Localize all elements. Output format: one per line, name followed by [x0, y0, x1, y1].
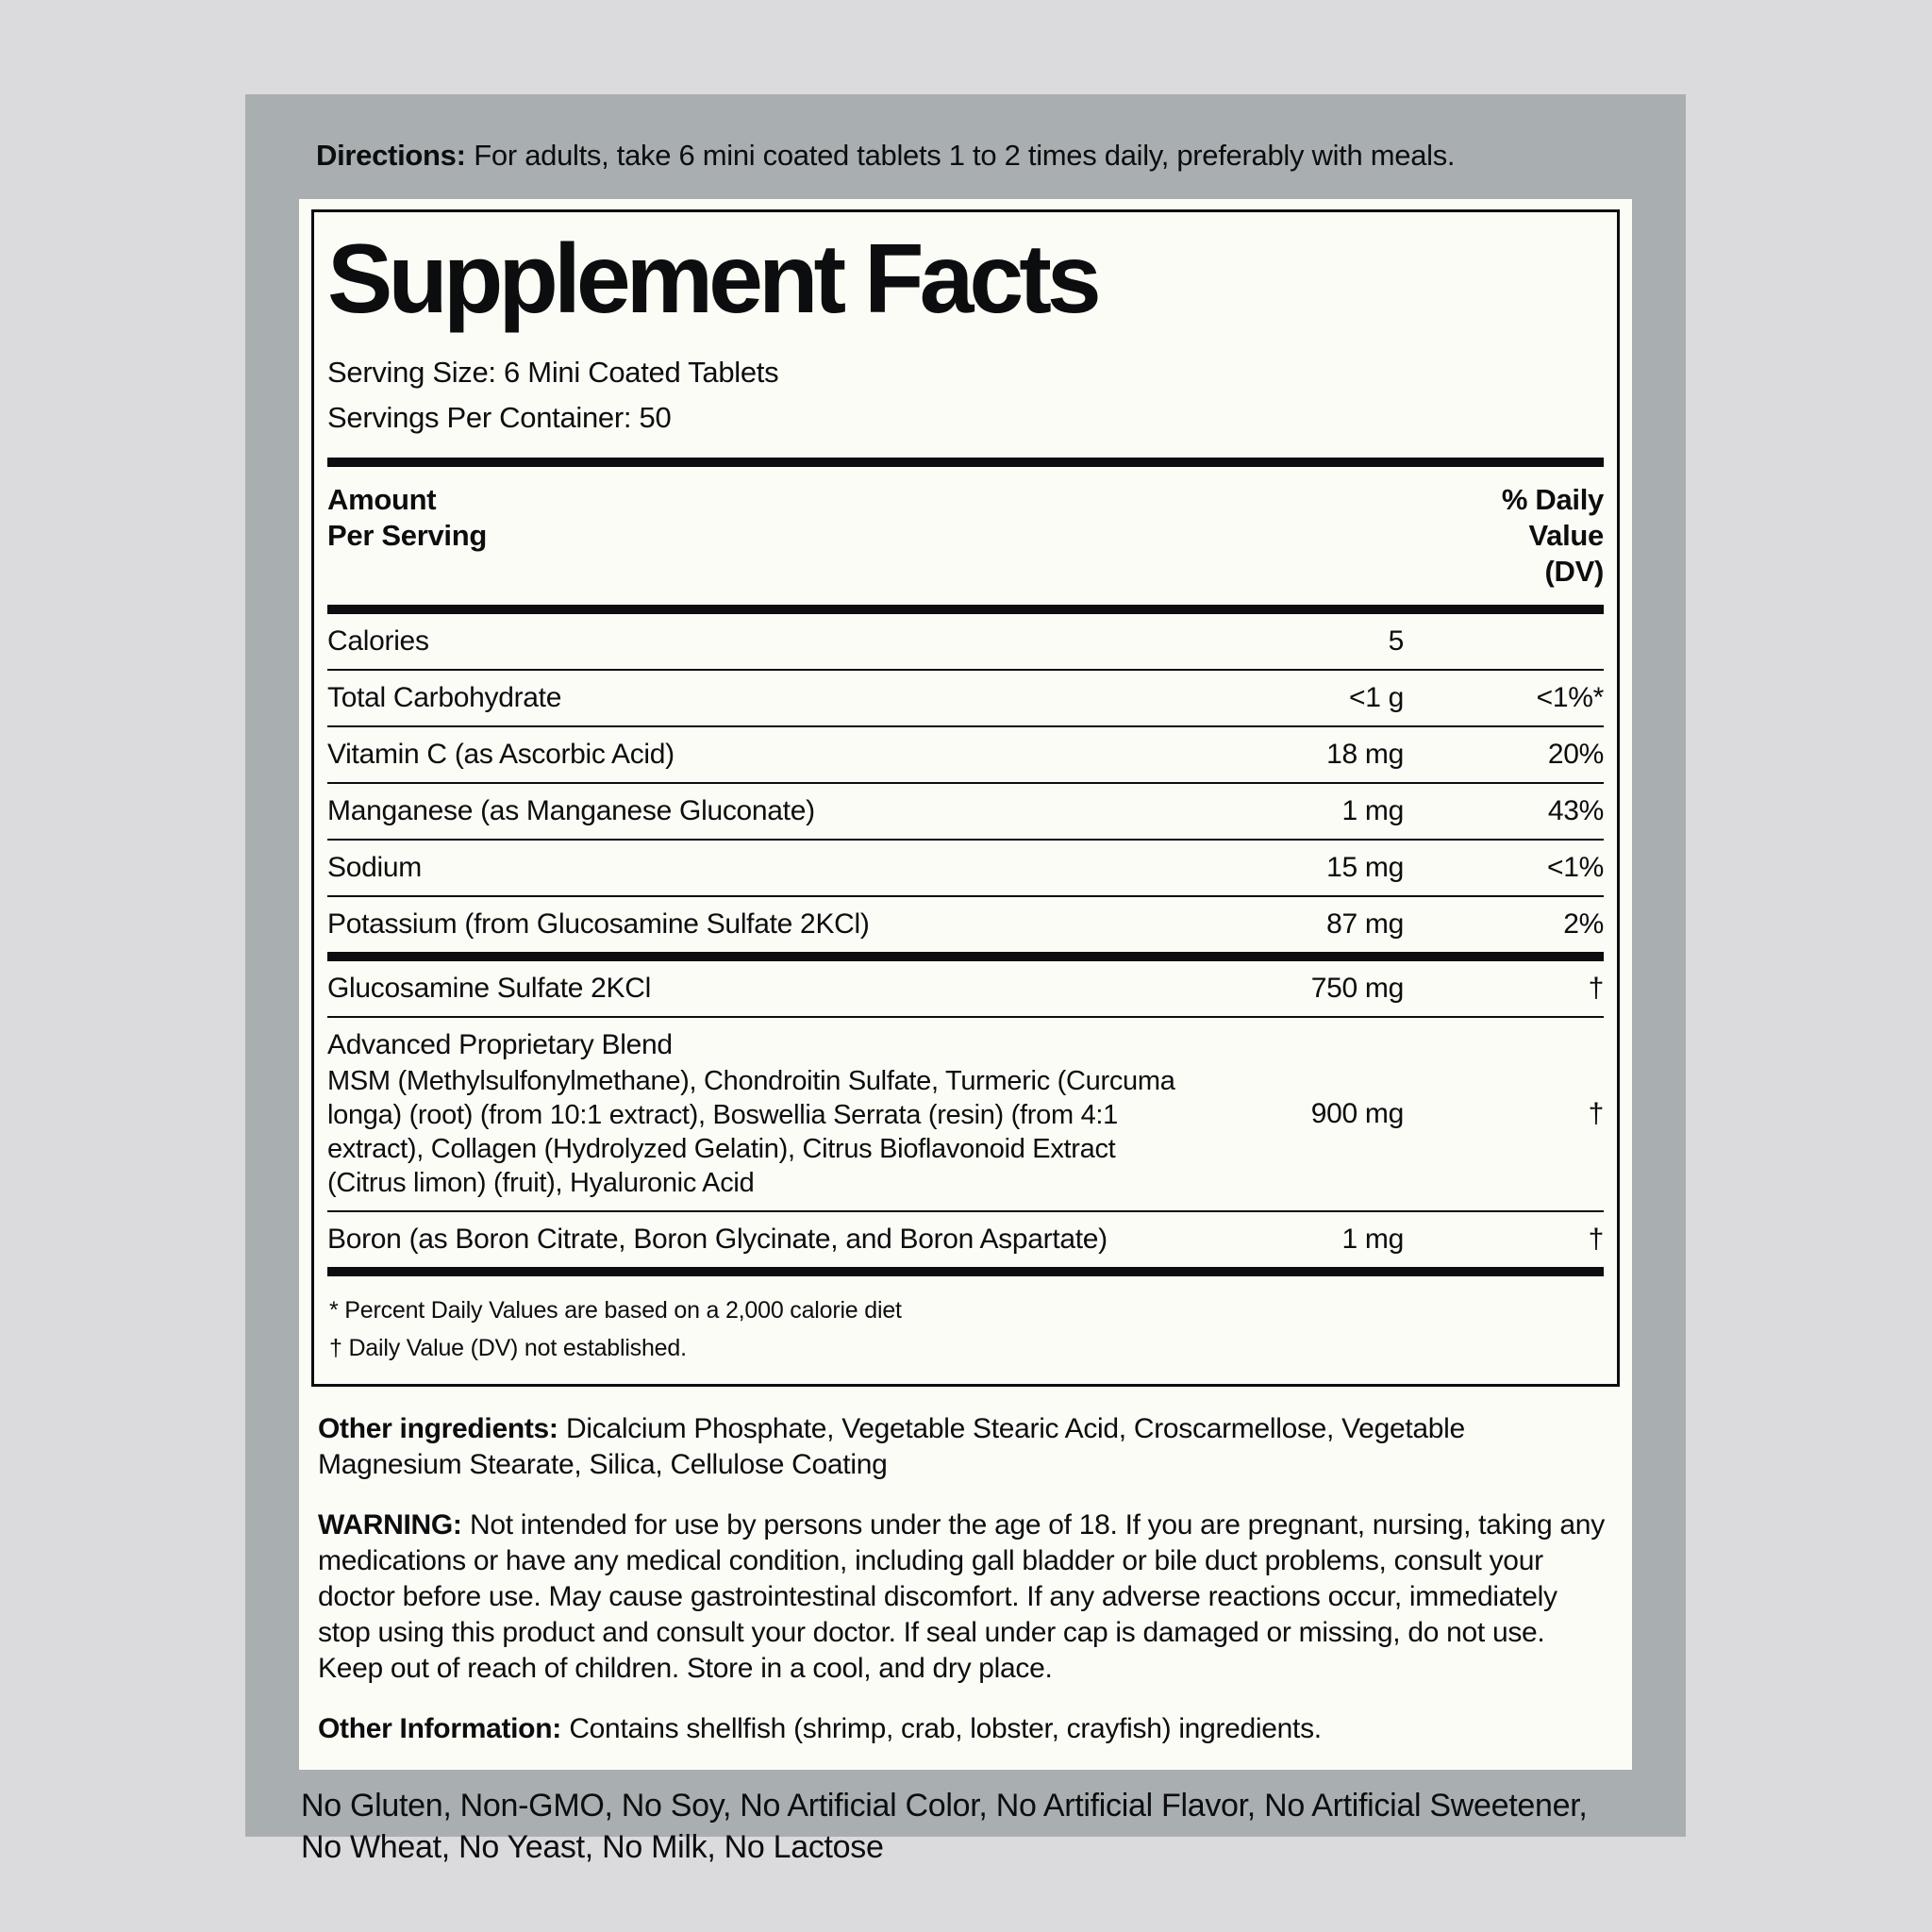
footnotes: * Percent Daily Values are based on a 2,… — [327, 1276, 1604, 1384]
label-panel: Directions: For adults, take 6 mini coate… — [245, 94, 1686, 1865]
row-dv: 20% — [1547, 738, 1604, 770]
facts-header-row: Amount Per Serving % Daily Value (DV) — [327, 467, 1604, 605]
row-amount: 87 mg — [1326, 908, 1404, 940]
table-row-potassium: Potassium (from Glucosamine Sulfate 2KCl… — [327, 897, 1604, 961]
other-ingredients-paragraph: Other ingredients: Dicalcium Phosphate, V… — [318, 1411, 1613, 1483]
row-amount: <1 g — [1348, 681, 1404, 713]
row-name: Potassium (from Glucosamine Sulfate 2KCl… — [327, 908, 870, 940]
table-row-glucosamine: Glucosamine Sulfate 2KCl 750 mg † — [327, 961, 1604, 1018]
serving-size-line: Serving Size: 6 Mini Coated Tablets — [327, 355, 779, 389]
row-name: Total Carbohydrate — [327, 681, 562, 713]
row-dv: † — [1588, 1223, 1605, 1255]
servings-per-container-line: Servings Per Container: 50 — [327, 400, 672, 434]
supplement-facts-box: Supplement Facts Serving Size: 6 Mini Co… — [311, 208, 1620, 1387]
row-amount: 18 mg — [1326, 738, 1404, 770]
table-row-calories: Calories 5 — [327, 614, 1604, 671]
warning-text: Not intended for use by persons under th… — [318, 1508, 1605, 1684]
row-amount: 1 mg — [1341, 794, 1405, 826]
row-name: Manganese (as Manganese Gluconate) — [327, 794, 815, 826]
row-name: Boron (as Boron Citrate, Boron Glycinate… — [327, 1223, 1108, 1255]
blend-description: MSM (Methylsulfonylmethane), Chondroitin… — [327, 1065, 1175, 1198]
footnote-dagger: † Daily Value (DV) not established. — [329, 1334, 687, 1361]
table-row-vitamin-c: Vitamin C (as Ascorbic Acid) 18 mg 20% — [327, 727, 1604, 784]
table-row-sodium: Sodium 15 mg <1% — [327, 841, 1604, 897]
table-row-proprietary-blend: Advanced Proprietary Blend MSM (Methylsu… — [327, 1018, 1604, 1212]
table-row-total-carbohydrate: Total Carbohydrate <1 g <1%* — [327, 671, 1604, 727]
row-name: Sodium — [327, 851, 422, 883]
row-amount: 1 mg — [1341, 1223, 1405, 1255]
facts-title: Supplement Facts — [327, 224, 1102, 334]
row-amount: 750 mg — [1310, 972, 1405, 1004]
serving-info: Serving Size: 6 Mini Coated Tablets Serv… — [327, 350, 1604, 441]
daily-value-header: % Daily Value (DV) — [1501, 482, 1604, 588]
table-row-boron: Boron (as Boron Citrate, Boron Glycinate… — [327, 1212, 1604, 1276]
row-dv: <1% — [1547, 851, 1604, 883]
warning-label: WARNING: — [318, 1508, 462, 1541]
blend-name: Advanced Proprietary Blend — [327, 1028, 673, 1060]
row-dv: 43% — [1547, 794, 1604, 826]
other-ingredients-label: Other ingredients: — [318, 1412, 558, 1444]
row-dv: 2% — [1563, 908, 1604, 940]
row-dv: † — [1588, 972, 1605, 1004]
divider-thick — [327, 604, 1604, 614]
row-name: Calories — [327, 625, 429, 657]
row-dv: † — [1588, 1097, 1605, 1129]
row-name: Vitamin C (as Ascorbic Acid) — [327, 738, 675, 770]
claims-text: No Gluten, Non-GMO, No Soy, No Artificia… — [301, 1787, 1588, 1865]
row-amount: 5 — [1388, 625, 1405, 657]
amount-per-serving-header: Amount Per Serving — [327, 482, 488, 552]
row-name: Advanced Proprietary Blend MSM (Methylsu… — [327, 1028, 1215, 1200]
directions-line: Directions: For adults, take 6 mini coate… — [245, 94, 1686, 199]
row-amount: 900 mg — [1310, 1097, 1405, 1129]
directions-text: For adults, take 6 mini coated tablets 1… — [474, 139, 1456, 172]
row-dv: <1%* — [1536, 681, 1605, 713]
divider-thick — [327, 457, 1604, 467]
supplement-label-sheet: Supplement Facts Serving Size: 6 Mini Co… — [299, 198, 1632, 1770]
other-information-text: Contains shellfish (shrimp, crab, lobste… — [569, 1712, 1322, 1744]
other-ingredients-text: Dicalcium Phosphate, Vegetable Stearic A… — [318, 1412, 1465, 1480]
table-row-manganese: Manganese (as Manganese Gluconate) 1 mg … — [327, 784, 1604, 841]
warning-paragraph: WARNING: Not intended for use by persons … — [318, 1507, 1613, 1687]
row-name: Glucosamine Sulfate 2KCl — [327, 972, 651, 1004]
row-amount: 15 mg — [1326, 851, 1404, 883]
other-information-paragraph: Other Information: Contains shellfish (sh… — [318, 1711, 1613, 1747]
other-information-label: Other Information: — [318, 1712, 561, 1744]
footnote-asterisk: * Percent Daily Values are based on a 2,… — [329, 1296, 902, 1324]
directions-label: Directions: — [316, 139, 466, 172]
